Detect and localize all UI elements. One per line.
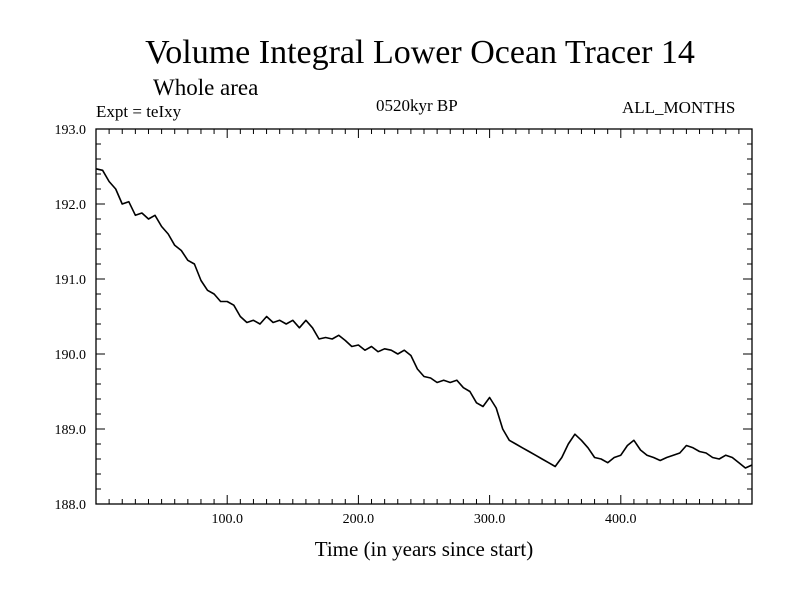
- y-tick-label: 192.0: [55, 198, 87, 213]
- y-tick-label: 189.0: [55, 423, 87, 438]
- y-tick-label: 190.0: [55, 348, 87, 363]
- x-tick-label: 300.0: [474, 512, 506, 527]
- y-tick-label: 193.0: [55, 123, 87, 138]
- series-layer: [95, 168, 753, 469]
- chart-title: Volume Integral Lower Ocean Tracer 14: [145, 34, 695, 71]
- x-tick-label: 400.0: [605, 512, 637, 527]
- months-label: ALL_MONTHS: [622, 98, 736, 117]
- chart-subtitle: Whole area: [153, 75, 259, 100]
- x-tick-label: 200.0: [343, 512, 375, 527]
- x-tick-label: 100.0: [211, 512, 243, 527]
- plot-frame: [95, 128, 753, 505]
- y-tick-label: 188.0: [55, 498, 87, 513]
- series-line: [95, 168, 753, 469]
- period-label: 0520kyr BP: [376, 96, 458, 115]
- y-tick-label: 191.0: [55, 273, 87, 288]
- experiment-label: Expt = teIxy: [96, 102, 182, 121]
- axis-ticks: [96, 129, 752, 504]
- tick-labels: 100.0 200.0 300.0 400.0 188.0 189.0 190.0 191.0…: [55, 123, 637, 527]
- x-axis-label: Time (in years since start): [314, 537, 534, 561]
